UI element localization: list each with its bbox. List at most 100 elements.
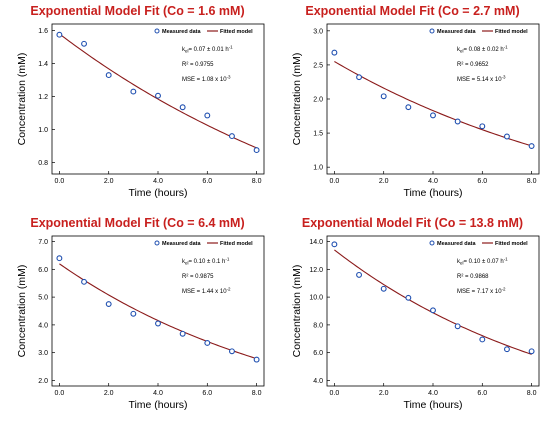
chart-panel-1: Exponential Model Fit (Co = 1.6 mM) 0.0 2… bbox=[0, 0, 275, 212]
measured-data-point bbox=[454, 118, 461, 125]
x-tick-label: 2.0 bbox=[379, 390, 389, 397]
mse-text: MSE = 5.14 x 10-3 bbox=[457, 75, 506, 84]
k-unit-exponent: -1 bbox=[504, 257, 508, 262]
chart-panel-4: Exponential Model Fit (Co = 13.8 mM) 0.0… bbox=[275, 212, 550, 424]
x-tick-label: 6.0 bbox=[202, 390, 212, 397]
r-squared-text: R² = 0.9875 bbox=[182, 274, 214, 280]
measured-data-point bbox=[331, 49, 338, 56]
measured-data-point bbox=[204, 112, 211, 119]
r-squared-text: R² = 0.9755 bbox=[182, 62, 214, 68]
measured-data-point bbox=[356, 74, 362, 81]
x-tick-label: 0.0 bbox=[330, 178, 340, 185]
k-subscript: el bbox=[185, 261, 189, 266]
legend-label-fitted: Fitted model bbox=[495, 29, 528, 35]
k-subscript: el bbox=[185, 49, 189, 54]
y-tick-label: 6.0 bbox=[313, 350, 323, 357]
mse-exponent: -2 bbox=[502, 287, 506, 292]
measured-data-point bbox=[253, 356, 260, 363]
y-tick-label: 4.0 bbox=[38, 322, 48, 329]
mse-value: MSE = 7.17 x 10 bbox=[457, 289, 502, 295]
measured-data-point bbox=[504, 346, 510, 353]
k-value: = 0.07 ± 0.01 h bbox=[189, 47, 229, 53]
chart-plot: 0.0 2.0 4.0 6.0 8.0 0.8 1.0 1.2 1.4 1.6 Time (hour… bbox=[16, 23, 265, 199]
rate-constant-text: kel= 0.07 ± 0.01 h-1 bbox=[182, 45, 233, 54]
legend-label-fitted: Fitted model bbox=[495, 241, 528, 247]
k-value: = 0.10 ± 0.1 h bbox=[189, 259, 226, 265]
fitted-model-line bbox=[59, 33, 257, 149]
measured-data-point bbox=[130, 88, 137, 95]
chart-plot: 0.0 2.0 4.0 6.0 8.0 1.0 1.5 2.0 2.5 3.0 Time (hour… bbox=[291, 23, 540, 199]
measured-data-point bbox=[155, 320, 161, 327]
k-symbol: k bbox=[457, 259, 461, 265]
x-tick-label: 8.0 bbox=[527, 390, 537, 397]
measured-data-point bbox=[229, 348, 235, 355]
x-tick-label: 6.0 bbox=[202, 178, 212, 185]
x-tick-label: 0.0 bbox=[55, 390, 65, 397]
mse-value: MSE = 1.44 x 10 bbox=[182, 289, 227, 295]
x-tick-label: 2.0 bbox=[379, 178, 389, 185]
y-tick-label: 10.0 bbox=[309, 295, 323, 302]
mse-text: MSE = 7.17 x 10-2 bbox=[457, 287, 506, 296]
legend-label-measured: Measured data bbox=[437, 29, 476, 35]
mse-text: MSE = 1.08 x 10-3 bbox=[182, 75, 231, 84]
x-tick-label: 6.0 bbox=[477, 178, 487, 185]
mse-text: MSE = 1.44 x 10-2 bbox=[182, 287, 231, 296]
measured-data-point bbox=[155, 92, 161, 99]
x-axis-label: Time (hours) bbox=[403, 399, 462, 411]
x-axis-label: Time (hours) bbox=[128, 399, 187, 411]
fitted-model-line bbox=[59, 263, 257, 360]
k-symbol: k bbox=[457, 47, 461, 53]
y-tick-label: 14.0 bbox=[309, 239, 323, 246]
legend-label-measured: Measured data bbox=[162, 241, 201, 247]
chart-panel-3: Exponential Model Fit (Co = 6.4 mM) 0.0 2… bbox=[0, 212, 275, 424]
y-tick-label: 1.2 bbox=[38, 94, 48, 101]
measured-data-point bbox=[56, 31, 63, 38]
measured-data-point bbox=[204, 339, 211, 346]
y-tick-label: 7.0 bbox=[38, 239, 48, 246]
k-symbol: k bbox=[182, 259, 186, 265]
y-axis-label: Concentration (mM) bbox=[16, 265, 28, 358]
rate-constant-text: kel= 0.10 ± 0.1 h-1 bbox=[182, 257, 230, 266]
y-tick-label: 2.0 bbox=[38, 378, 48, 385]
chart-plot: 0.0 2.0 4.0 6.0 8.0 2.0 3.0 4.0 5.0 6.0 7.0 Time (h… bbox=[16, 235, 265, 411]
y-tick-label: 2.0 bbox=[313, 97, 323, 104]
y-tick-label: 8.0 bbox=[313, 322, 323, 329]
measured-data-point bbox=[331, 241, 338, 248]
legend-label-fitted: Fitted model bbox=[220, 29, 253, 35]
y-tick-label: 1.4 bbox=[38, 61, 48, 68]
x-tick-label: 6.0 bbox=[477, 390, 487, 397]
x-tick-label: 8.0 bbox=[252, 390, 262, 397]
chart-title: Exponential Model Fit (Co = 6.4 mM) bbox=[30, 216, 245, 230]
chart-panel-2: Exponential Model Fit (Co = 2.7 mM) 0.0 2… bbox=[275, 0, 550, 212]
legend-marker-measured bbox=[154, 28, 160, 34]
k-subscript: el bbox=[460, 261, 464, 266]
x-tick-label: 2.0 bbox=[104, 178, 114, 185]
plot-frame bbox=[51, 235, 265, 387]
x-tick-label: 0.0 bbox=[55, 178, 65, 185]
chart-title: Exponential Model Fit (Co = 2.7 mM) bbox=[305, 4, 520, 18]
x-tick-label: 4.0 bbox=[153, 178, 163, 185]
measured-data-point bbox=[81, 40, 87, 47]
k-unit-exponent: -1 bbox=[225, 257, 229, 262]
rate-constant-text: kel= 0.08 ± 0.02 h-1 bbox=[457, 45, 508, 54]
x-tick-label: 0.0 bbox=[330, 390, 340, 397]
measured-data-point bbox=[179, 104, 186, 111]
measured-data-point bbox=[430, 307, 436, 314]
y-tick-label: 3.0 bbox=[38, 350, 48, 357]
x-axis-label: Time (hours) bbox=[128, 187, 187, 199]
x-axis-label: Time (hours) bbox=[403, 187, 462, 199]
measured-data-point bbox=[179, 330, 186, 337]
mse-exponent: -3 bbox=[502, 75, 506, 80]
measured-data-point bbox=[380, 285, 387, 292]
y-axis-label: Concentration (mM) bbox=[16, 53, 28, 146]
chart-title: Exponential Model Fit (Co = 13.8 mM) bbox=[301, 216, 524, 230]
measured-data-point bbox=[479, 336, 486, 343]
fitted-model-line bbox=[334, 249, 532, 355]
measured-data-point bbox=[356, 271, 362, 278]
measured-data-point bbox=[253, 147, 260, 154]
measured-data-point bbox=[229, 133, 235, 140]
y-tick-label: 1.5 bbox=[313, 131, 323, 138]
x-tick-label: 2.0 bbox=[104, 390, 114, 397]
k-value: = 0.10 ± 0.07 h bbox=[464, 259, 504, 265]
x-tick-label: 8.0 bbox=[252, 178, 262, 185]
